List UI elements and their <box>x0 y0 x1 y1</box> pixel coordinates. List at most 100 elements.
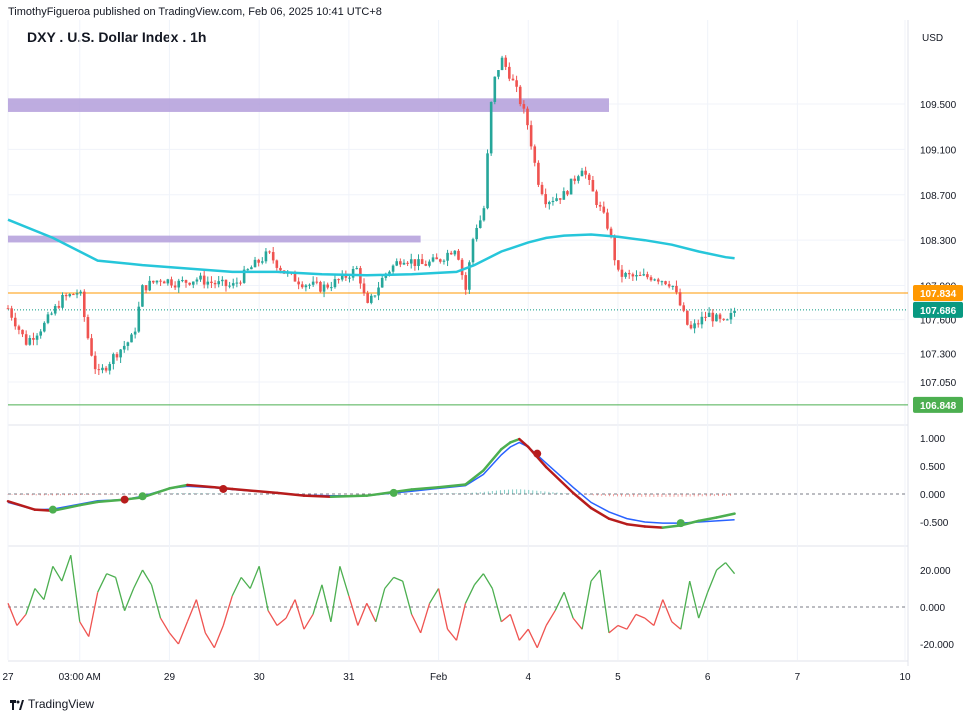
signal-line-segment <box>571 491 593 510</box>
osc-line-segment <box>312 584 323 615</box>
candle-body <box>518 86 522 105</box>
time-tick-label: 29 <box>164 672 176 683</box>
candle-body <box>104 367 108 371</box>
candle-body <box>228 285 231 287</box>
candle-body <box>460 259 464 276</box>
osc-tick-label: 20.000 <box>920 566 951 577</box>
candle-body <box>348 277 351 279</box>
candle-body <box>442 260 446 262</box>
osc-line-segment <box>285 599 296 619</box>
candle-body <box>449 252 453 255</box>
candle-body <box>330 287 333 289</box>
osc-line-segment <box>141 569 153 586</box>
candle-body <box>500 57 504 71</box>
time-tick-label: 7 <box>795 672 801 683</box>
candle-body <box>478 220 482 228</box>
signal-line-segment <box>410 486 440 491</box>
candle-body <box>693 323 696 329</box>
candle-body <box>646 274 649 278</box>
candle-body <box>144 285 148 291</box>
candle-body <box>133 331 137 335</box>
osc-line-segment <box>267 610 278 626</box>
osc-line-segment <box>357 603 368 626</box>
cross-up-dot <box>389 488 398 497</box>
osc-line-segment <box>115 577 126 611</box>
currency-label[interactable]: USD <box>922 33 944 44</box>
signal-line-segment <box>186 483 216 489</box>
candle-body <box>141 285 144 307</box>
candle-body <box>21 329 24 335</box>
candle-body <box>279 267 282 271</box>
candle-body <box>671 285 675 287</box>
candle-body <box>660 281 664 283</box>
candle-body <box>188 282 191 285</box>
signal-line-segment <box>715 512 736 519</box>
chart-canvas[interactable]: 109.500109.100108.700108.300107.900107.6… <box>0 0 975 690</box>
osc-line-segment <box>393 576 403 582</box>
price-badge-support <box>913 396 963 413</box>
candle-body <box>337 279 340 281</box>
signal-line-segment <box>464 469 485 486</box>
price-badge-label: 107.686 <box>920 306 957 317</box>
candle-body <box>533 146 537 163</box>
osc-line-segment <box>572 617 583 630</box>
candlesticks <box>6 55 736 376</box>
candle-body <box>166 279 170 284</box>
candle-body <box>300 284 304 288</box>
candle-body <box>696 323 700 325</box>
candle-body <box>602 206 606 213</box>
macd-tick-label: 1.000 <box>920 434 945 445</box>
osc-line-segment <box>608 624 619 634</box>
osc-line-segment <box>402 580 413 615</box>
candle-body <box>35 335 39 340</box>
osc-line-segment <box>348 595 359 626</box>
signal-line-segment <box>482 447 503 472</box>
osc-line-segment <box>16 613 27 626</box>
candle-body <box>707 312 711 318</box>
osc-line-segment <box>411 614 422 634</box>
osc-line-segment <box>366 603 377 623</box>
osc-line-segment <box>662 599 673 623</box>
candle-body <box>711 312 715 322</box>
candle-body <box>718 314 722 319</box>
candle-body <box>217 281 221 285</box>
candle-body <box>130 334 133 343</box>
candle-body <box>199 275 202 280</box>
price-tick-label: 107.050 <box>920 378 957 389</box>
candle-body <box>101 367 104 371</box>
osc-line-segment <box>491 588 502 622</box>
candle-body <box>399 261 402 265</box>
candle-body <box>195 279 199 282</box>
candle-body <box>606 212 609 229</box>
candle-body <box>319 281 322 292</box>
osc-line-segment <box>698 591 709 619</box>
candle-body <box>152 280 155 283</box>
candle-body <box>395 261 399 266</box>
candle-body <box>72 294 75 296</box>
signal-line-segment <box>518 437 530 449</box>
signal-line-segment <box>96 498 126 504</box>
footer[interactable]: TradingView <box>10 697 94 711</box>
signal-line-segment <box>329 494 369 499</box>
osc-line-segment <box>88 592 99 637</box>
osc-line-segment <box>231 577 242 597</box>
macd-tick-label: 0.500 <box>920 462 945 473</box>
price-levels <box>8 292 908 406</box>
osc-line-segment <box>43 566 54 600</box>
osc-line-segment <box>599 569 610 633</box>
candle-body <box>326 284 329 288</box>
cross-down-dot <box>120 495 129 504</box>
candle-body <box>391 265 395 272</box>
candle-body <box>558 198 562 200</box>
ma-line <box>7 218 735 277</box>
candle-body <box>231 283 235 286</box>
candle-body <box>362 283 366 294</box>
candle-body <box>155 280 159 283</box>
candle-body <box>260 261 264 263</box>
candle-body <box>566 191 569 195</box>
candle-body <box>413 259 417 266</box>
signal-line-segment <box>6 500 37 511</box>
candle-body <box>667 284 671 287</box>
signal-line-segment <box>51 503 82 513</box>
candle-body <box>64 294 68 297</box>
